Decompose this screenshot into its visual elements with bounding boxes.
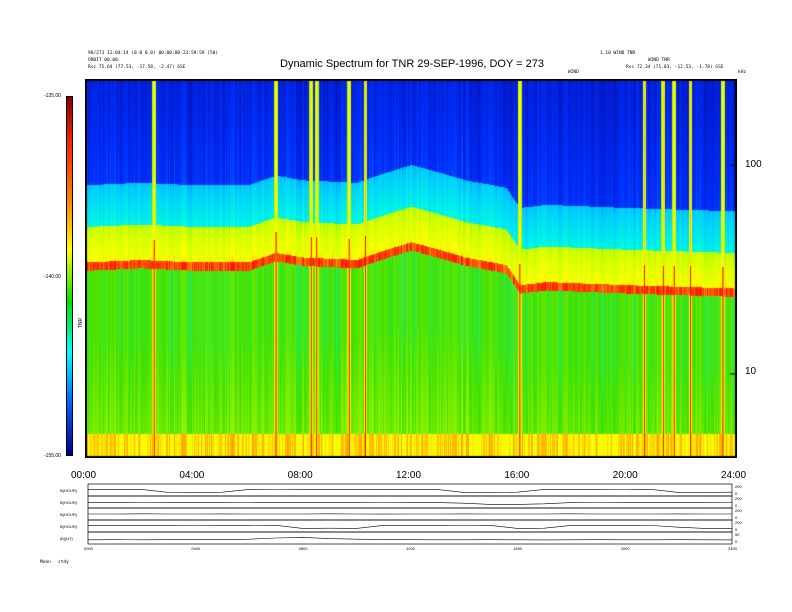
chart-title: Dynamic Spectrum for TNR 29-SEP-1996, DO… bbox=[280, 58, 545, 70]
footer-left: Mean bbox=[40, 560, 51, 565]
colorbar-tick-top: -125.00 bbox=[44, 93, 61, 99]
panel-right-tick: 200 bbox=[735, 520, 742, 525]
right-small-label: kHz bbox=[738, 70, 747, 75]
x-axis-ticks: 00:00 04:00 08:00 12:00 16:00 20:00 24:00 bbox=[71, 470, 746, 484]
panel-series-line bbox=[87, 488, 733, 493]
spectrogram-canvas bbox=[85, 79, 737, 458]
panel-x-tick: 1200 bbox=[406, 546, 416, 551]
colorbar-label: TNR bbox=[78, 317, 85, 329]
panel-right-tick: 0 bbox=[735, 503, 738, 508]
timeseries-panels: B(HOUR)B(HOUR)B(HOUR)B(HOUR)|B|(NT)20002… bbox=[60, 483, 742, 551]
colorbar bbox=[66, 96, 73, 456]
left-info-2: Rsc 75.64 (77.53, -17.58, -2.47) GSE bbox=[88, 65, 186, 70]
panel-right-tick: 0 bbox=[735, 539, 738, 544]
panel-right-tick: 200 bbox=[735, 496, 742, 501]
panel-right-tick: 0 bbox=[735, 527, 738, 532]
panel-frame bbox=[87, 483, 733, 497]
colorbar-tick-bottom: -155.00 bbox=[44, 453, 61, 459]
panel-x-tick: 2000 bbox=[621, 546, 631, 551]
panel-right-tick: 200 bbox=[735, 484, 742, 489]
panel-label: B(HOUR) bbox=[60, 524, 78, 529]
y-tick-10: 10 bbox=[745, 366, 757, 377]
panel-label: B(HOUR) bbox=[60, 488, 78, 493]
panel-right-tick: 0 bbox=[735, 491, 738, 496]
panel-series-line bbox=[88, 502, 733, 505]
left-info-1: 96/273 11:04:14 (0.0 0.0) 00:00:00-23:59… bbox=[88, 51, 219, 56]
x-tick-label: 24:00 bbox=[721, 470, 747, 481]
x-tick-label: 20:00 bbox=[612, 470, 638, 481]
y-tick-100: 100 bbox=[745, 159, 762, 170]
panel-series-line bbox=[87, 537, 733, 541]
spectrogram-panel bbox=[85, 79, 737, 458]
colorbar-tick-mid: -140.00 bbox=[44, 274, 61, 280]
panel-label: B(HOUR) bbox=[60, 512, 78, 517]
panel-x-tick: 0000 bbox=[84, 546, 94, 551]
right-info-3: Rsc 72.34 (71.03, -12.53, -1.78) GSE bbox=[626, 65, 724, 70]
left-info-3: ORBIT 00:00 bbox=[88, 58, 118, 63]
panel-x-tick: 0400 bbox=[191, 546, 201, 551]
panel-frame bbox=[87, 495, 733, 509]
right-info-1: 1.10 WIND TNR bbox=[600, 51, 636, 56]
panel-right-tick: 200 bbox=[735, 508, 742, 513]
x-tick-label: 08:00 bbox=[287, 470, 313, 481]
panel-x-tick: 2400 bbox=[728, 546, 738, 551]
x-tick-label: 16:00 bbox=[504, 470, 530, 481]
x-tick-label: 04:00 bbox=[179, 470, 205, 481]
center-small-label: WIND bbox=[568, 70, 579, 75]
footer-left-2: stdy bbox=[58, 560, 69, 565]
panel-series-line bbox=[88, 524, 732, 529]
panel-right-tick: 50 bbox=[735, 532, 740, 537]
panel-x-tick: 1600 bbox=[513, 546, 523, 551]
panel-x-tick: 0800 bbox=[299, 546, 309, 551]
panel-label: |B|(NT) bbox=[60, 536, 73, 541]
panel-frame bbox=[87, 519, 733, 533]
x-tick-label: 12:00 bbox=[396, 470, 422, 481]
x-tick-label: 00:00 bbox=[71, 470, 97, 481]
panel-frame bbox=[87, 531, 733, 545]
panel-right-tick: 0 bbox=[735, 515, 738, 520]
panel-label: B(HOUR) bbox=[60, 500, 78, 505]
right-info-2: WIND TNR bbox=[648, 58, 670, 63]
